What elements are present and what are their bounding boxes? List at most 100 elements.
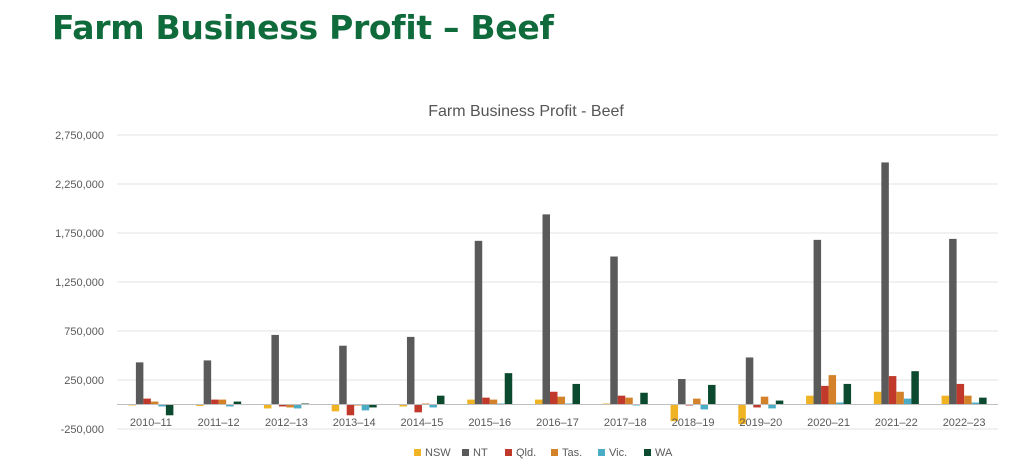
bar-vic [700, 404, 709, 410]
y-tick-label: 750,000 [64, 326, 104, 338]
bar-qld [278, 404, 287, 407]
bar-vic [293, 404, 302, 409]
bar-nsw [399, 404, 407, 407]
legend-label: WA [655, 447, 673, 459]
bar-qld [211, 399, 219, 405]
x-tick-label: 2011–12 [198, 417, 240, 429]
bar-qld [550, 391, 558, 405]
x-tick-label: 2022–23 [943, 417, 986, 429]
bar-wa [843, 383, 852, 405]
bar-wa [504, 373, 513, 405]
bar-wa [979, 397, 987, 405]
bar-nt [203, 360, 212, 405]
bar-nsw [535, 399, 543, 405]
bar-nsw [806, 395, 814, 405]
bar-wa [775, 400, 784, 405]
x-tick-label: 2017–18 [604, 417, 647, 429]
bar-nsw [331, 404, 340, 412]
bar-nt [745, 357, 754, 405]
bar-nt [271, 334, 279, 405]
bar-vic [836, 402, 844, 405]
bar-tas [760, 396, 769, 405]
bar-qld [821, 385, 829, 405]
bar-vic [971, 402, 980, 405]
bar-vic [768, 404, 776, 409]
bar-tas [828, 375, 837, 405]
bar-qld [753, 404, 761, 408]
bar-nsw [196, 404, 204, 406]
bar-nsw [941, 395, 950, 405]
legend-swatch [462, 449, 469, 456]
bar-wa [233, 401, 242, 405]
bar-tas [896, 391, 904, 405]
bar-qld [143, 398, 151, 405]
bar-wa [369, 404, 377, 408]
bar-nt [881, 162, 889, 405]
legend-label: Qld. [516, 447, 536, 459]
legend: NSW NT Qld. Tas. Vic. WA [414, 447, 673, 459]
x-tick-label: 2015–16 [468, 417, 511, 429]
legend-label: NT [473, 447, 488, 459]
x-tick-label: 2018–19 [672, 417, 715, 429]
bar-nt [135, 362, 144, 405]
bar-qld [956, 383, 965, 405]
bar-vic [903, 398, 912, 405]
bar-wa [165, 404, 174, 416]
bar-nt [474, 240, 483, 405]
y-tick-label: 2,750,000 [55, 130, 104, 142]
bar-vic [226, 404, 234, 407]
x-tick-label: 2013–14 [333, 417, 376, 429]
bar-nt [813, 239, 822, 405]
bar-vic [429, 404, 437, 408]
legend-swatch [644, 449, 651, 456]
bar-vic [158, 404, 166, 407]
bar-tas [964, 395, 972, 405]
bar-wa [436, 395, 445, 405]
bar-nt [610, 256, 618, 405]
x-tick-label: 2021–22 [875, 417, 918, 429]
bar-vic [361, 404, 370, 411]
legend-swatch [414, 449, 421, 456]
bar-nt [949, 238, 957, 405]
bar-wa [640, 392, 648, 405]
y-tick-label: -250,000 [61, 424, 104, 436]
bar-nt [339, 345, 347, 405]
chart-title: Farm Business Profit - Beef [428, 103, 624, 120]
bar-nt [406, 336, 415, 405]
legend-swatch [598, 449, 605, 456]
bar-nsw [873, 391, 882, 405]
x-axis-tick-labels: 2010–11 2011–12 2012–13 2013–14 2014–15 2015–… [130, 417, 986, 429]
bar-wa [708, 384, 716, 405]
x-tick-label: 2014–15 [401, 417, 444, 429]
legend-swatch [505, 449, 512, 456]
bar-nsw [263, 404, 272, 409]
bar-tas [557, 396, 565, 405]
bar-tas [218, 399, 227, 405]
bar-wa [572, 383, 580, 405]
bar-qld [617, 395, 626, 405]
legend-swatch [551, 449, 558, 456]
legend-label: NSW [425, 447, 451, 459]
bar-nsw [738, 404, 746, 425]
y-tick-label: 250,000 [64, 375, 104, 387]
bar-nt [678, 379, 686, 405]
bars [128, 162, 987, 425]
x-tick-label: 2019–20 [739, 417, 782, 429]
gridlines [117, 134, 998, 430]
bar-qld [346, 404, 355, 416]
bar-qld [888, 376, 897, 405]
bar-qld [414, 404, 422, 413]
legend-label: Tas. [562, 447, 582, 459]
legend-label: Vic. [609, 447, 627, 459]
bar-tas [150, 401, 159, 405]
y-tick-label: 1,750,000 [55, 228, 104, 240]
y-tick-label: 2,250,000 [55, 179, 104, 191]
x-tick-label: 2020–21 [807, 417, 850, 429]
x-tick-label: 2012–13 [265, 417, 308, 429]
bar-qld [482, 397, 490, 405]
y-axis-tick-labels: -250,000 250,000 750,000 1,250,000 1,750,000… [55, 130, 104, 436]
x-tick-label: 2010–11 [130, 417, 172, 429]
bar-wa [911, 371, 919, 405]
